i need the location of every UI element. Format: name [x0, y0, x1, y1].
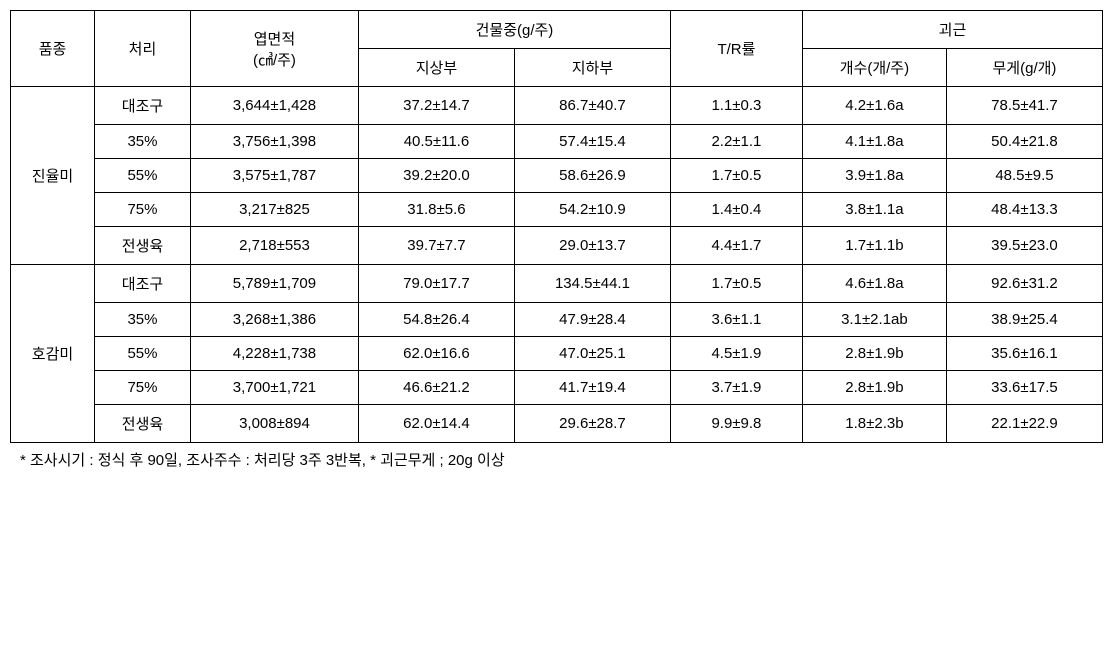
header-leaf-area: 엽면적 (㎤/주) [190, 11, 358, 87]
table-row: 35%3,756±1,39840.5±11.657.4±15.42.2±1.14… [11, 125, 1103, 159]
table-row: 35%3,268±1,38654.8±26.447.9±28.43.6±1.13… [11, 303, 1103, 337]
count-cell: 4.6±1.8a [802, 265, 946, 303]
tr-cell: 4.4±1.7 [670, 227, 802, 265]
count-cell: 1.8±2.3b [802, 405, 946, 443]
treatment-cell: 대조구 [94, 265, 190, 303]
treatment-cell: 55% [94, 337, 190, 371]
table-row: 전생육3,008±89462.0±14.429.6±28.79.9±9.81.8… [11, 405, 1103, 443]
leaf-cell: 5,789±1,709 [190, 265, 358, 303]
weight-cell: 78.5±41.7 [946, 87, 1102, 125]
header-tuber-count: 개수(개/주) [802, 49, 946, 87]
tr-cell: 9.9±9.8 [670, 405, 802, 443]
table-row: 55%3,575±1,78739.2±20.058.6±26.91.7±0.53… [11, 159, 1103, 193]
below-cell: 54.2±10.9 [514, 193, 670, 227]
header-tuber-weight: 무게(g/개) [946, 49, 1102, 87]
below-cell: 86.7±40.7 [514, 87, 670, 125]
header-tuber: 괴근 [802, 11, 1102, 49]
header-leaf-unit: (㎤/주) [195, 49, 354, 70]
above-cell: 62.0±14.4 [358, 405, 514, 443]
table-row: 진율미대조구3,644±1,42837.2±14.786.7±40.71.1±0… [11, 87, 1103, 125]
below-cell: 134.5±44.1 [514, 265, 670, 303]
table-row: 75%3,700±1,72146.6±21.241.7±19.43.7±1.92… [11, 371, 1103, 405]
count-cell: 2.8±1.9b [802, 371, 946, 405]
count-cell: 2.8±1.9b [802, 337, 946, 371]
tr-cell: 1.4±0.4 [670, 193, 802, 227]
treatment-cell: 55% [94, 159, 190, 193]
table-row: 55%4,228±1,73862.0±16.647.0±25.14.5±1.92… [11, 337, 1103, 371]
table-row: 전생육2,718±55339.7±7.729.0±13.74.4±1.71.7±… [11, 227, 1103, 265]
variety-cell: 진율미 [11, 87, 95, 265]
above-cell: 40.5±11.6 [358, 125, 514, 159]
header-dry-above: 지상부 [358, 49, 514, 87]
treatment-cell: 75% [94, 371, 190, 405]
weight-cell: 50.4±21.8 [946, 125, 1102, 159]
weight-cell: 39.5±23.0 [946, 227, 1102, 265]
below-cell: 47.9±28.4 [514, 303, 670, 337]
below-cell: 57.4±15.4 [514, 125, 670, 159]
weight-cell: 92.6±31.2 [946, 265, 1102, 303]
leaf-cell: 3,644±1,428 [190, 87, 358, 125]
below-cell: 29.0±13.7 [514, 227, 670, 265]
weight-cell: 48.4±13.3 [946, 193, 1102, 227]
table-row: 75%3,217±82531.8±5.654.2±10.91.4±0.43.8±… [11, 193, 1103, 227]
above-cell: 46.6±21.2 [358, 371, 514, 405]
count-cell: 4.2±1.6a [802, 87, 946, 125]
tr-cell: 3.6±1.1 [670, 303, 802, 337]
weight-cell: 22.1±22.9 [946, 405, 1102, 443]
count-cell: 3.1±2.1ab [802, 303, 946, 337]
below-cell: 29.6±28.7 [514, 405, 670, 443]
below-cell: 58.6±26.9 [514, 159, 670, 193]
count-cell: 1.7±1.1b [802, 227, 946, 265]
header-tr-ratio: T/R률 [670, 11, 802, 87]
header-dry-below: 지하부 [514, 49, 670, 87]
above-cell: 37.2±14.7 [358, 87, 514, 125]
leaf-cell: 3,217±825 [190, 193, 358, 227]
header-treatment: 처리 [94, 11, 190, 87]
header-variety: 품종 [11, 11, 95, 87]
tr-cell: 1.1±0.3 [670, 87, 802, 125]
tr-cell: 4.5±1.9 [670, 337, 802, 371]
tr-cell: 1.7±0.5 [670, 265, 802, 303]
table-row: 호감미대조구5,789±1,70979.0±17.7134.5±44.11.7±… [11, 265, 1103, 303]
weight-cell: 38.9±25.4 [946, 303, 1102, 337]
leaf-cell: 3,756±1,398 [190, 125, 358, 159]
treatment-cell: 전생육 [94, 227, 190, 265]
weight-cell: 48.5±9.5 [946, 159, 1102, 193]
treatment-cell: 대조구 [94, 87, 190, 125]
tr-cell: 3.7±1.9 [670, 371, 802, 405]
above-cell: 31.8±5.6 [358, 193, 514, 227]
header-dry-weight: 건물중(g/주) [358, 11, 670, 49]
treatment-cell: 35% [94, 125, 190, 159]
below-cell: 41.7±19.4 [514, 371, 670, 405]
treatment-cell: 75% [94, 193, 190, 227]
leaf-cell: 3,700±1,721 [190, 371, 358, 405]
treatment-cell: 전생육 [94, 405, 190, 443]
leaf-cell: 2,718±553 [190, 227, 358, 265]
footnote: * 조사시기 : 정식 후 90일, 조사주수 : 처리당 3주 3반복, * … [10, 449, 1103, 470]
above-cell: 79.0±17.7 [358, 265, 514, 303]
count-cell: 3.8±1.1a [802, 193, 946, 227]
data-table: 품종 처리 엽면적 (㎤/주) 건물중(g/주) T/R률 괴근 지상부 지하부… [10, 10, 1103, 443]
below-cell: 47.0±25.1 [514, 337, 670, 371]
above-cell: 54.8±26.4 [358, 303, 514, 337]
leaf-cell: 3,008±894 [190, 405, 358, 443]
above-cell: 62.0±16.6 [358, 337, 514, 371]
variety-cell: 호감미 [11, 265, 95, 443]
leaf-cell: 4,228±1,738 [190, 337, 358, 371]
tr-cell: 2.2±1.1 [670, 125, 802, 159]
tr-cell: 1.7±0.5 [670, 159, 802, 193]
header-leaf-label: 엽면적 [195, 28, 354, 49]
leaf-cell: 3,575±1,787 [190, 159, 358, 193]
weight-cell: 33.6±17.5 [946, 371, 1102, 405]
count-cell: 4.1±1.8a [802, 125, 946, 159]
above-cell: 39.7±7.7 [358, 227, 514, 265]
above-cell: 39.2±20.0 [358, 159, 514, 193]
treatment-cell: 35% [94, 303, 190, 337]
leaf-cell: 3,268±1,386 [190, 303, 358, 337]
count-cell: 3.9±1.8a [802, 159, 946, 193]
weight-cell: 35.6±16.1 [946, 337, 1102, 371]
